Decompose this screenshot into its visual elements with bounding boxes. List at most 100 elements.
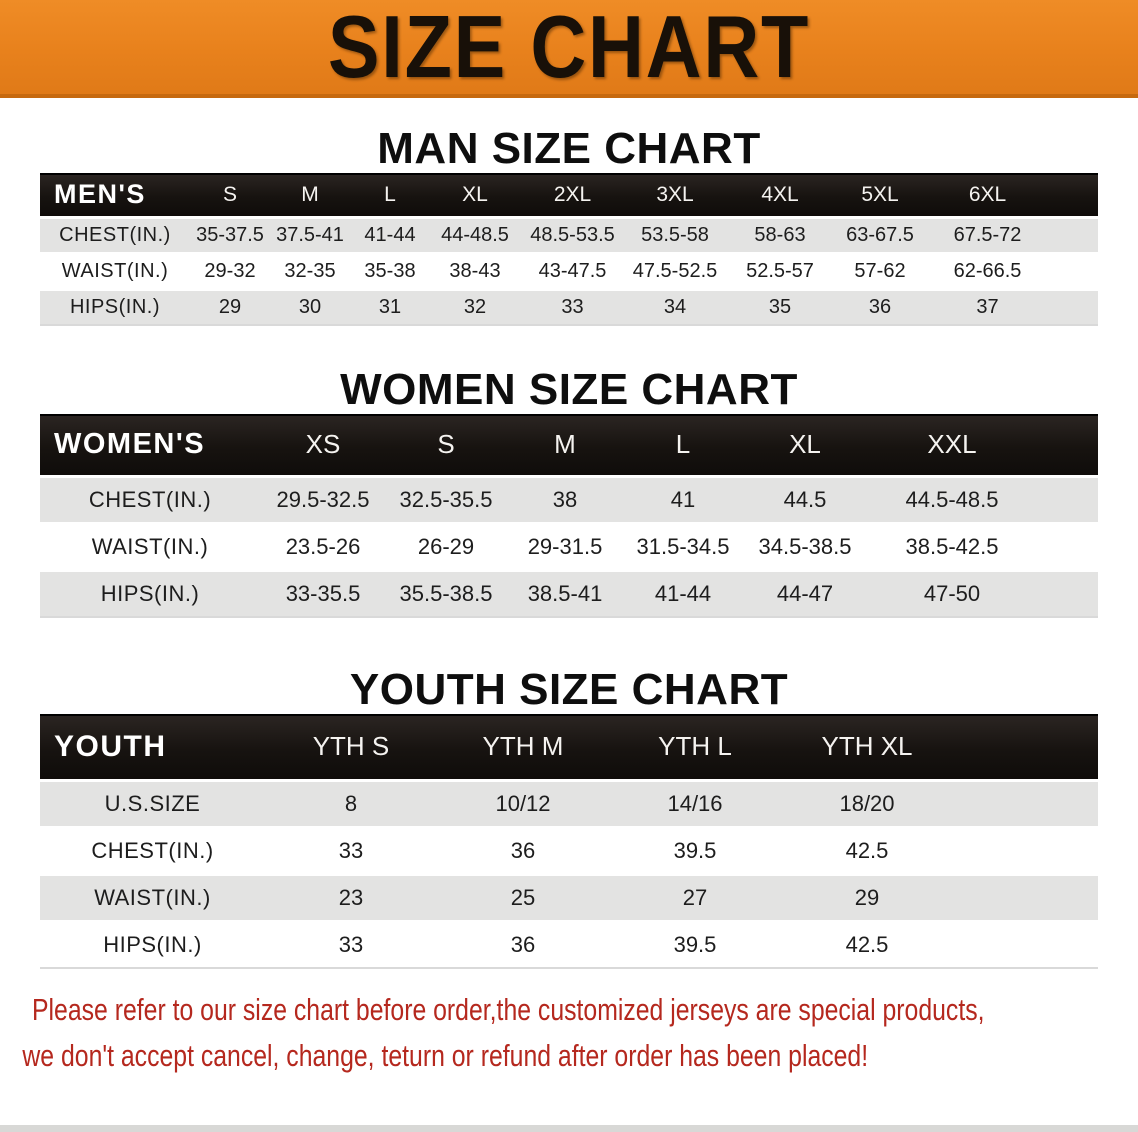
disclaimer-line-2: we don't accept cancel, change, teturn o… (22, 1038, 869, 1073)
filler-cell (953, 714, 1098, 782)
size-value-cell: 38-43 (430, 255, 520, 291)
size-header-cell: 3XL (625, 173, 725, 219)
size-value-cell: 37.5-41 (270, 219, 350, 255)
women-header-row: WOMEN'S XS S M L XL XXL (40, 414, 1098, 478)
size-value-cell: 42.5 (781, 829, 953, 876)
size-value-cell: 29-32 (190, 255, 270, 291)
men-corner-label: MEN'S (40, 173, 190, 219)
men-waist-row: WAIST(IN.) 29-32 32-35 35-38 38-43 43-47… (40, 255, 1098, 291)
size-header-cell: XS (260, 414, 386, 478)
size-value-cell: 33 (265, 923, 437, 969)
filler-cell (1050, 291, 1098, 326)
size-value-cell: 34 (625, 291, 725, 326)
size-value-cell: 29 (190, 291, 270, 326)
size-value-cell: 23 (265, 876, 437, 923)
row-label-cell: U.S.SIZE (40, 782, 265, 829)
women-section-heading: WOMEN SIZE CHART (340, 365, 798, 414)
size-value-cell: 38.5-41 (506, 572, 624, 618)
size-value-cell: 23.5-26 (260, 525, 386, 572)
filler-cell (1036, 478, 1098, 525)
size-value-cell: 30 (270, 291, 350, 326)
size-value-cell: 63-67.5 (835, 219, 925, 255)
men-header-row: MEN'S S M L XL 2XL 3XL 4XL 5XL 6XL (40, 173, 1098, 219)
size-value-cell: 57-62 (835, 255, 925, 291)
size-value-cell: 31 (350, 291, 430, 326)
row-label-cell: HIPS(IN.) (40, 291, 190, 326)
size-value-cell: 38 (506, 478, 624, 525)
size-value-cell: 27 (609, 876, 781, 923)
youth-header-row: YOUTH YTH S YTH M YTH L YTH XL (40, 714, 1098, 782)
women-hips-row: HIPS(IN.) 33-35.5 35.5-38.5 38.5-41 41-4… (40, 572, 1098, 618)
filler-cell (1050, 173, 1098, 219)
size-value-cell: 35-37.5 (190, 219, 270, 255)
size-value-cell: 33 (265, 829, 437, 876)
size-value-cell: 36 (437, 923, 609, 969)
size-value-cell: 18/20 (781, 782, 953, 829)
size-value-cell: 39.5 (609, 829, 781, 876)
size-header-cell: M (506, 414, 624, 478)
size-value-cell: 43-47.5 (520, 255, 625, 291)
disclaimer-line-1: Please refer to our size chart before or… (32, 992, 985, 1027)
size-value-cell: 29 (781, 876, 953, 923)
size-value-cell: 37 (925, 291, 1050, 326)
filler-cell (953, 829, 1098, 876)
size-value-cell: 42.5 (781, 923, 953, 969)
row-label-cell: WAIST(IN.) (40, 525, 260, 572)
size-header-cell: YTH M (437, 714, 609, 782)
size-value-cell: 39.5 (609, 923, 781, 969)
size-value-cell: 34.5-38.5 (742, 525, 868, 572)
men-size-table: MEN'S S M L XL 2XL 3XL 4XL 5XL 6XL CHEST… (40, 173, 1098, 326)
youth-chest-row: CHEST(IN.) 33 36 39.5 42.5 (40, 829, 1098, 876)
filler-cell (1050, 219, 1098, 255)
size-header-cell: XL (430, 173, 520, 219)
size-header-cell: XL (742, 414, 868, 478)
size-value-cell: 14/16 (609, 782, 781, 829)
size-header-cell: YTH L (609, 714, 781, 782)
size-value-cell: 62-66.5 (925, 255, 1050, 291)
size-header-cell: S (190, 173, 270, 219)
filler-cell (953, 782, 1098, 829)
size-value-cell: 33 (520, 291, 625, 326)
men-chest-row: CHEST(IN.) 35-37.5 37.5-41 41-44 44-48.5… (40, 219, 1098, 255)
youth-corner-label: YOUTH (40, 714, 265, 782)
row-label-cell: CHEST(IN.) (40, 219, 190, 255)
filler-cell (953, 876, 1098, 923)
youth-section-heading: YOUTH SIZE CHART (349, 665, 789, 714)
size-header-cell: YTH XL (781, 714, 953, 782)
women-waist-row: WAIST(IN.) 23.5-26 26-29 29-31.5 31.5-34… (40, 525, 1098, 572)
size-value-cell: 29-31.5 (506, 525, 624, 572)
size-value-cell: 35.5-38.5 (386, 572, 506, 618)
filler-cell (953, 923, 1098, 969)
size-value-cell: 36 (835, 291, 925, 326)
row-label-cell: WAIST(IN.) (40, 876, 265, 923)
size-value-cell: 52.5-57 (725, 255, 835, 291)
size-value-cell: 32-35 (270, 255, 350, 291)
size-value-cell: 44.5 (742, 478, 868, 525)
size-value-cell: 25 (437, 876, 609, 923)
men-hips-row: HIPS(IN.) 29 30 31 32 33 34 35 36 37 (40, 291, 1098, 326)
size-value-cell: 58-63 (725, 219, 835, 255)
size-chart-banner: SIZE CHART (0, 0, 1138, 98)
row-label-cell: CHEST(IN.) (40, 478, 260, 525)
size-value-cell: 47-50 (868, 572, 1036, 618)
youth-waist-row: WAIST(IN.) 23 25 27 29 (40, 876, 1098, 923)
size-value-cell: 26-29 (386, 525, 506, 572)
size-value-cell: 44-48.5 (430, 219, 520, 255)
size-header-cell: M (270, 173, 350, 219)
women-chest-row: CHEST(IN.) 29.5-32.5 32.5-35.5 38 41 44.… (40, 478, 1098, 525)
size-value-cell: 41-44 (350, 219, 430, 255)
women-corner-label: WOMEN'S (40, 414, 260, 478)
banner-title: SIZE CHART (327, 0, 811, 96)
filler-cell (1036, 572, 1098, 618)
filler-cell (1036, 414, 1098, 478)
size-value-cell: 48.5-53.5 (520, 219, 625, 255)
youth-hips-row: HIPS(IN.) 33 36 39.5 42.5 (40, 923, 1098, 969)
size-header-cell: 6XL (925, 173, 1050, 219)
youth-ussize-row: U.S.SIZE 8 10/12 14/16 18/20 (40, 782, 1098, 829)
size-value-cell: 53.5-58 (625, 219, 725, 255)
size-value-cell: 8 (265, 782, 437, 829)
size-value-cell: 10/12 (437, 782, 609, 829)
size-header-cell: XXL (868, 414, 1036, 478)
size-value-cell: 47.5-52.5 (625, 255, 725, 291)
size-value-cell: 67.5-72 (925, 219, 1050, 255)
